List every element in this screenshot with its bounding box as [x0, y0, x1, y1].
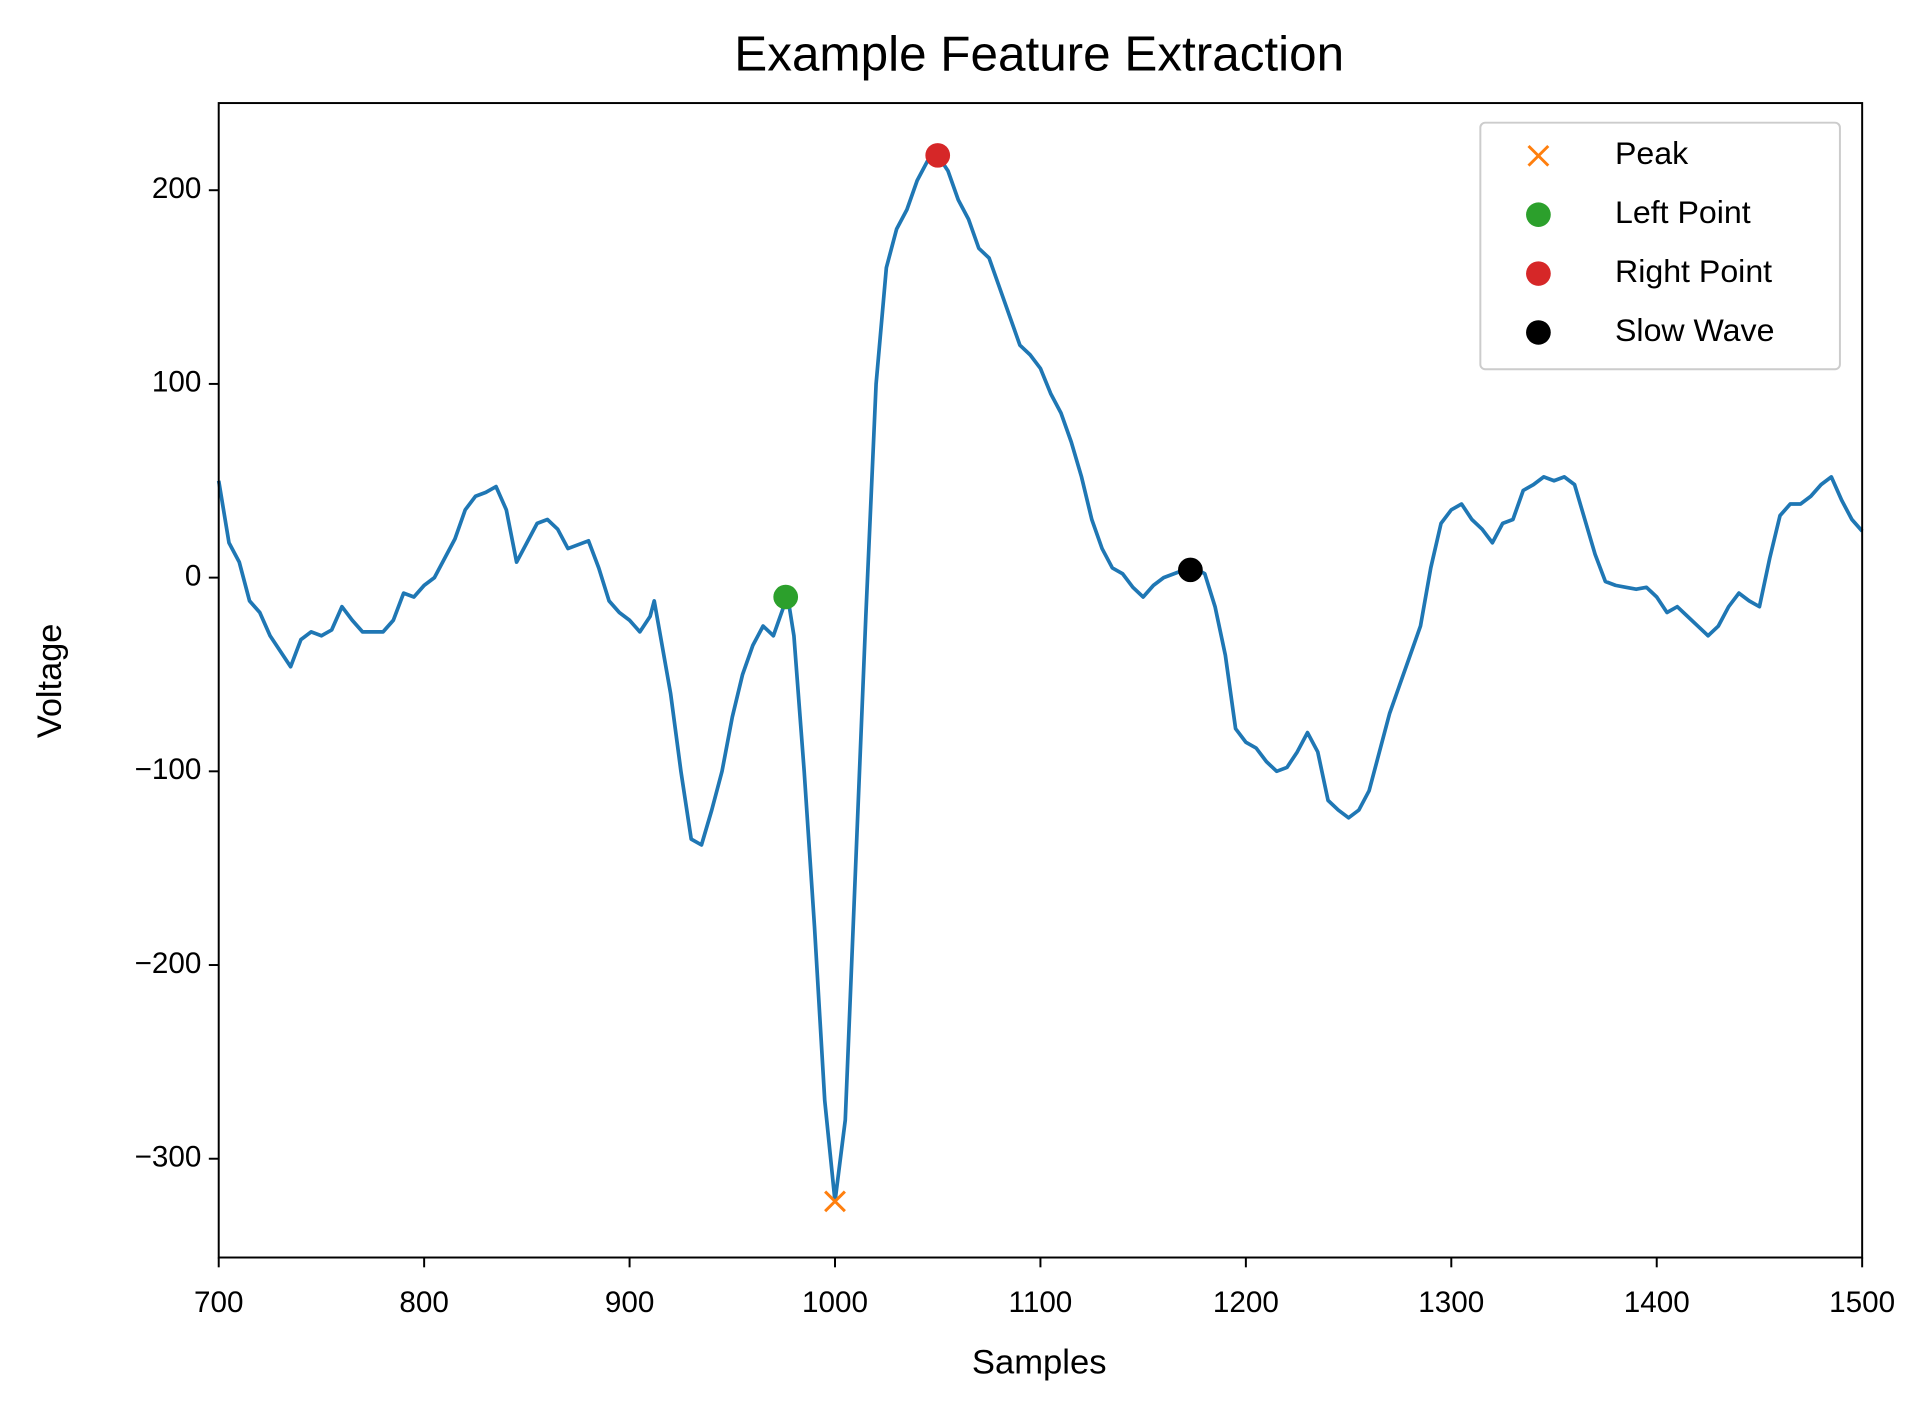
x-tick-label: 700	[194, 1286, 243, 1319]
legend-label: Peak	[1615, 135, 1689, 171]
x-tick-label: 1400	[1624, 1286, 1690, 1319]
x-tick-label: 1200	[1213, 1286, 1279, 1319]
x-tick-label: 1300	[1418, 1286, 1484, 1319]
point-marker	[773, 584, 799, 610]
legend-label: Right Point	[1615, 253, 1772, 289]
y-tick-label: −300	[135, 1141, 202, 1174]
x-tick-label: 800	[399, 1286, 448, 1319]
chart-title: Example Feature Extraction	[734, 27, 1344, 82]
x-tick-label: 900	[605, 1286, 654, 1319]
legend-marker	[1527, 144, 1550, 167]
x-tick-label: 1000	[802, 1286, 868, 1319]
legend-label: Left Point	[1615, 194, 1751, 230]
legend-marker	[1526, 320, 1551, 345]
x-tick-label: 1500	[1829, 1286, 1895, 1319]
point-marker	[925, 143, 951, 168]
y-tick-label: −200	[135, 947, 202, 980]
legend-label: Slow Wave	[1615, 312, 1774, 348]
y-tick-label: 0	[185, 559, 201, 592]
y-tick-label: −100	[135, 753, 202, 786]
y-tick-label: 100	[152, 366, 201, 399]
peak-marker	[824, 1190, 846, 1213]
legend-box	[1479, 121, 1841, 371]
y-axis-label: Voltage	[31, 624, 69, 739]
legend-marker	[1526, 261, 1551, 286]
data-line	[216, 153, 1864, 1204]
y-tick-label: 200	[152, 172, 201, 205]
point-marker	[1178, 557, 1203, 583]
legend-marker	[1526, 202, 1551, 227]
plot-frame	[217, 102, 1864, 1259]
x-axis-label: Samples	[972, 1343, 1107, 1381]
x-tick-label: 1100	[1009, 1286, 1073, 1319]
